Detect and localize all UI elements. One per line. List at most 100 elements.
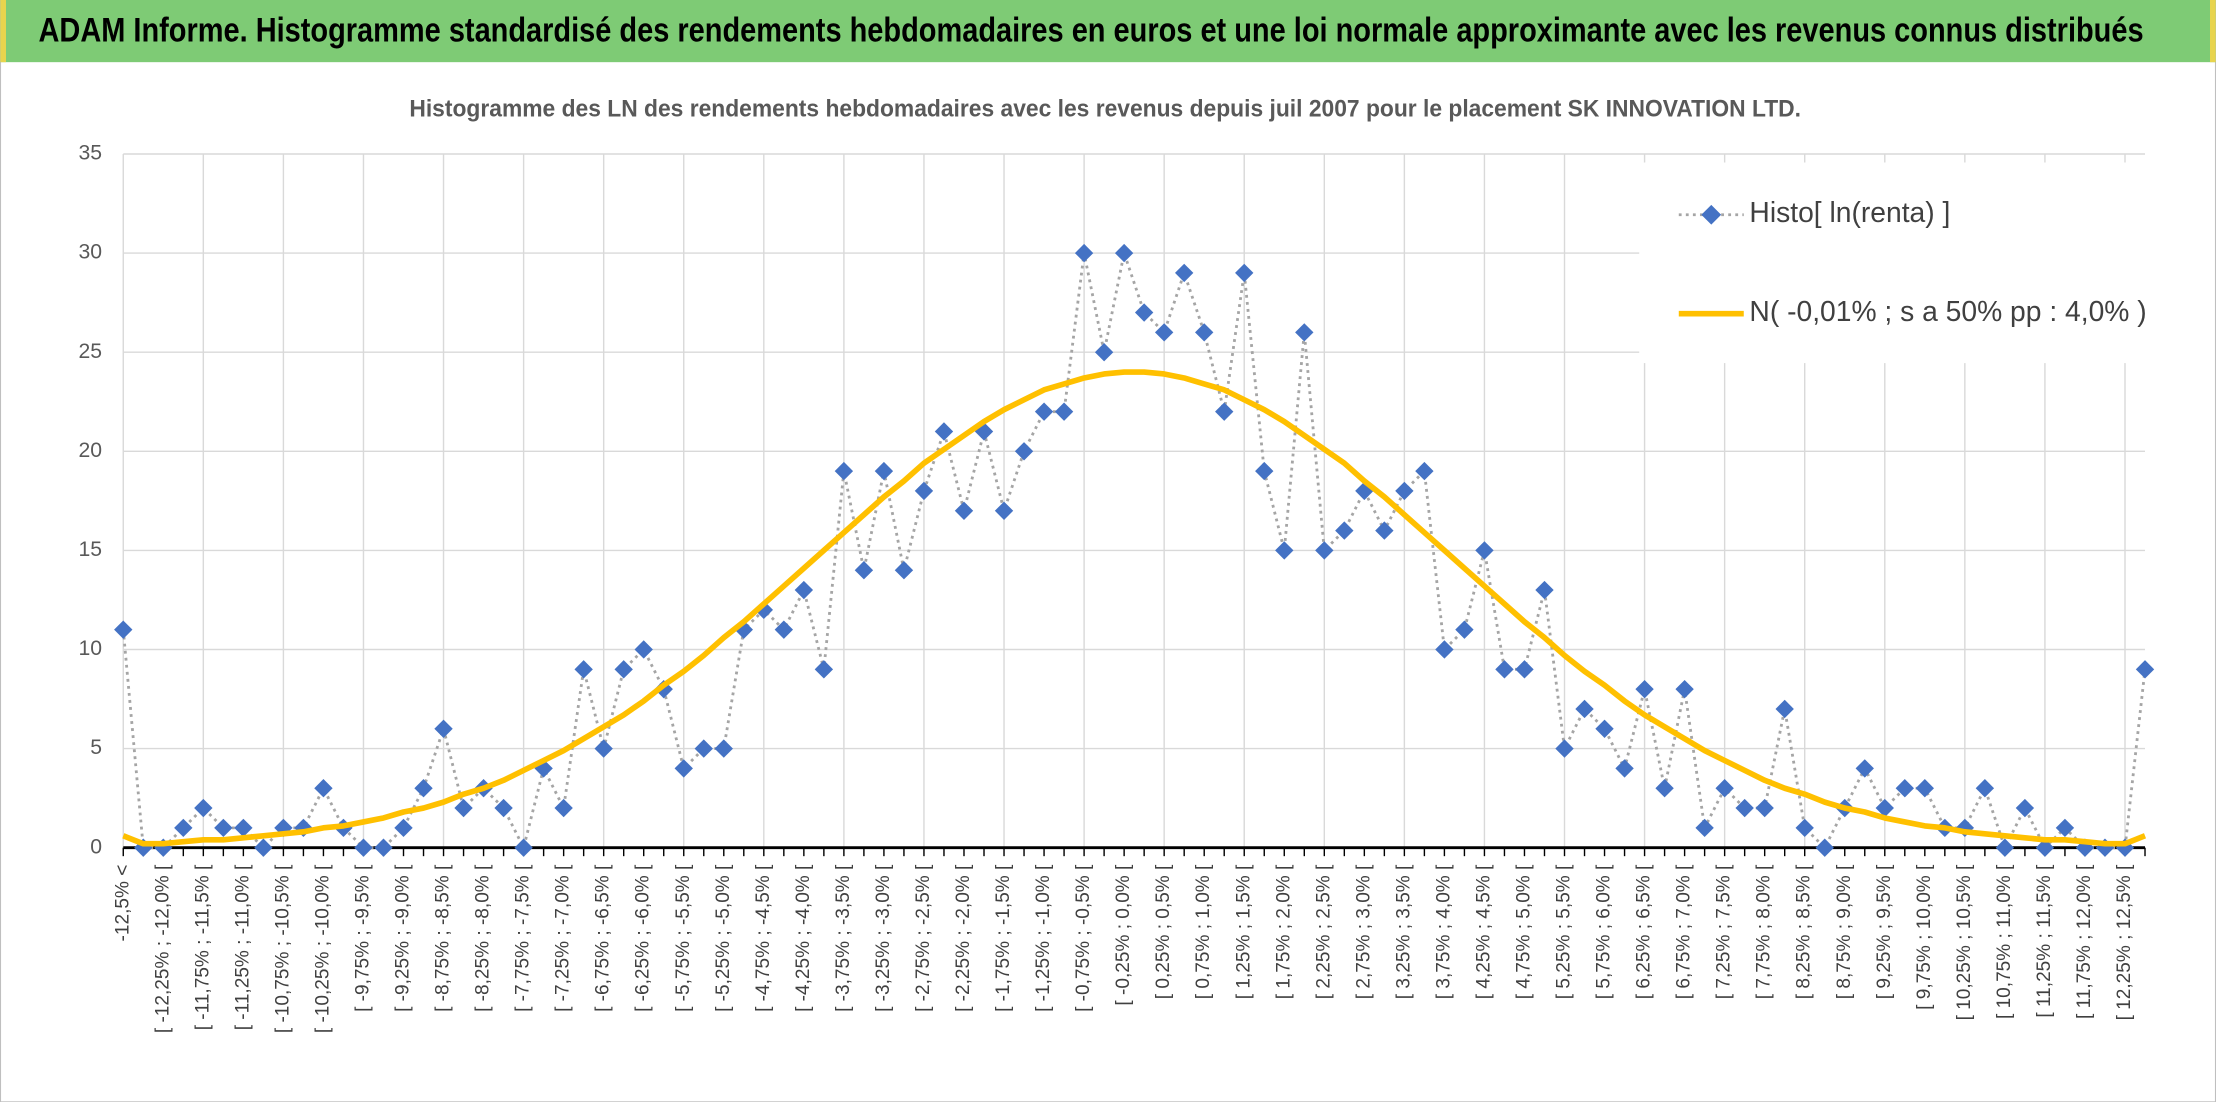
data-point	[174, 818, 193, 838]
y-tick-label: 20	[78, 439, 102, 462]
x-tick-label: [ 8,25% ; 8,5% [	[1794, 864, 1815, 999]
data-point	[1014, 442, 1034, 461]
x-tick-label: [ 5,75% ; 6,0% [	[1594, 864, 1615, 999]
data-point	[394, 818, 413, 838]
x-tick-label: [ 8,75% ; 9,0% [	[1834, 864, 1855, 999]
data-point	[1154, 323, 1174, 342]
data-point	[1495, 660, 1514, 679]
x-tick-label: [ -10,75% ; -10,5% [	[272, 864, 293, 1033]
data-point	[1915, 779, 1935, 798]
data-point	[2015, 798, 2035, 818]
x-tick-label: [ 9,75% ; 10,0% [	[1914, 864, 1935, 1010]
x-tick-label: [ -4,25% ; -4,0% [	[793, 864, 814, 1012]
x-tick-label: [ 3,25% ; 3,5% [	[1393, 864, 1414, 999]
data-point	[694, 739, 713, 758]
data-point	[434, 719, 453, 738]
data-point	[554, 798, 573, 818]
data-point	[614, 660, 633, 679]
x-tick-label: [ -3,25% ; -3,0% [	[873, 864, 894, 1012]
data-point	[794, 580, 814, 600]
legend-label: N( -0,01% ; s a 50% pp : 4,0% )	[1749, 295, 2146, 327]
y-tick-label: 25	[78, 340, 102, 363]
data-point	[1595, 719, 1614, 738]
data-point	[1335, 521, 1354, 540]
data-point	[874, 461, 894, 481]
data-point	[834, 461, 854, 481]
x-tick-label: [ 0,75% ; 1,0% [	[1193, 864, 1214, 999]
x-tick-label: [ -0,25% ; 0,0% [	[1113, 864, 1134, 1006]
data-point	[1655, 779, 1674, 798]
x-tick-label: [ 3,75% ; 4,0% [	[1433, 864, 1454, 999]
data-point	[194, 798, 213, 818]
data-point	[1094, 343, 1114, 362]
data-point	[1715, 779, 1734, 798]
data-point	[2055, 818, 2075, 838]
y-tick-label: 5	[90, 736, 102, 759]
data-point	[714, 739, 733, 758]
x-tick-label: [ 1,75% ; 2,0% [	[1273, 864, 1294, 999]
data-point	[674, 759, 693, 778]
data-point	[1435, 640, 1454, 659]
data-point	[1755, 798, 1774, 818]
data-point	[1255, 461, 1274, 481]
data-point	[1235, 263, 1254, 283]
x-tick-label: [ -7,25% ; -7,0% [	[553, 864, 574, 1012]
data-point	[1074, 243, 1094, 263]
data-point	[854, 561, 874, 580]
data-point	[634, 640, 653, 659]
data-point	[1875, 798, 1894, 818]
data-point	[374, 838, 393, 857]
x-tick-label: [ -6,75% ; -6,5% [	[593, 864, 614, 1012]
x-tick-label: [ 2,75% ; 3,0% [	[1353, 864, 1374, 999]
x-tick-label: -12,5% <	[112, 865, 133, 942]
x-tick-label: [ 2,25% ; 2,5% [	[1313, 864, 1334, 999]
x-tick-label: [ 7,25% ; 7,5% [	[1714, 864, 1735, 999]
data-point	[1795, 818, 1814, 838]
x-tick-label: [ 9,25% ; 9,5% [	[1874, 864, 1895, 999]
y-tick-label: 30	[78, 241, 102, 264]
data-point	[1975, 779, 1995, 798]
x-tick-label: [ -1,75% ; -1,5% [	[993, 864, 1014, 1012]
x-tick-label: [ -2,25% ; -2,0% [	[953, 864, 974, 1012]
data-point	[314, 779, 333, 798]
data-point	[354, 838, 373, 857]
x-tick-label: [ -8,75% ; -8,5% [	[433, 864, 454, 1012]
data-point	[1775, 699, 1794, 719]
data-point	[574, 660, 593, 679]
x-tick-label: [ 6,75% ; 7,0% [	[1674, 864, 1695, 999]
data-point	[1034, 402, 1054, 421]
data-point	[1174, 263, 1194, 283]
data-point	[1195, 323, 1214, 342]
data-point	[1555, 739, 1574, 758]
data-point	[414, 779, 433, 798]
y-tick-label: 35	[78, 142, 102, 165]
data-point	[1855, 759, 1874, 778]
chart-title: Histogramme des LN des rendements hebdom…	[409, 96, 1801, 123]
data-point	[1295, 323, 1314, 342]
legend-marker	[1701, 204, 1722, 225]
data-point	[1134, 303, 1154, 322]
data-point	[234, 818, 253, 838]
header-edge	[2210, 0, 2216, 63]
x-tick-label: [ -0,75% ; -0,5% [	[1073, 864, 1094, 1012]
legend-label: Histo[ ln(renta) ]	[1749, 196, 1950, 228]
data-point	[1695, 818, 1714, 838]
x-tick-label: [ 10,25% ; 10,5% [	[1954, 864, 1975, 1020]
data-point	[1054, 402, 1074, 421]
x-tick-label: [ -12,25% ; -12,0% [	[152, 864, 173, 1033]
data-point	[1114, 243, 1134, 263]
x-tick-label: [ 4,75% ; 5,0% [	[1514, 864, 1535, 999]
x-tick-label: [ -4,75% ; -4,5% [	[753, 864, 774, 1012]
x-tick-label: [ 0,25% ; 0,5% [	[1153, 864, 1174, 999]
data-point	[1315, 541, 1334, 560]
x-tick-label: [ -2,75% ; -2,5% [	[913, 864, 934, 1012]
data-point	[814, 660, 834, 679]
x-tick-label: [ -5,75% ; -5,5% [	[673, 864, 694, 1012]
x-tick-label: [ 11,25% ; 11,5% [	[2034, 864, 2055, 1018]
data-point	[894, 561, 914, 580]
data-point	[934, 422, 954, 441]
x-tick-label: [ -8,25% ; -8,0% [	[473, 864, 494, 1012]
data-point	[1375, 521, 1394, 540]
data-point	[954, 501, 974, 520]
x-tick-label: [ 4,25% ; 4,5% [	[1473, 864, 1494, 999]
